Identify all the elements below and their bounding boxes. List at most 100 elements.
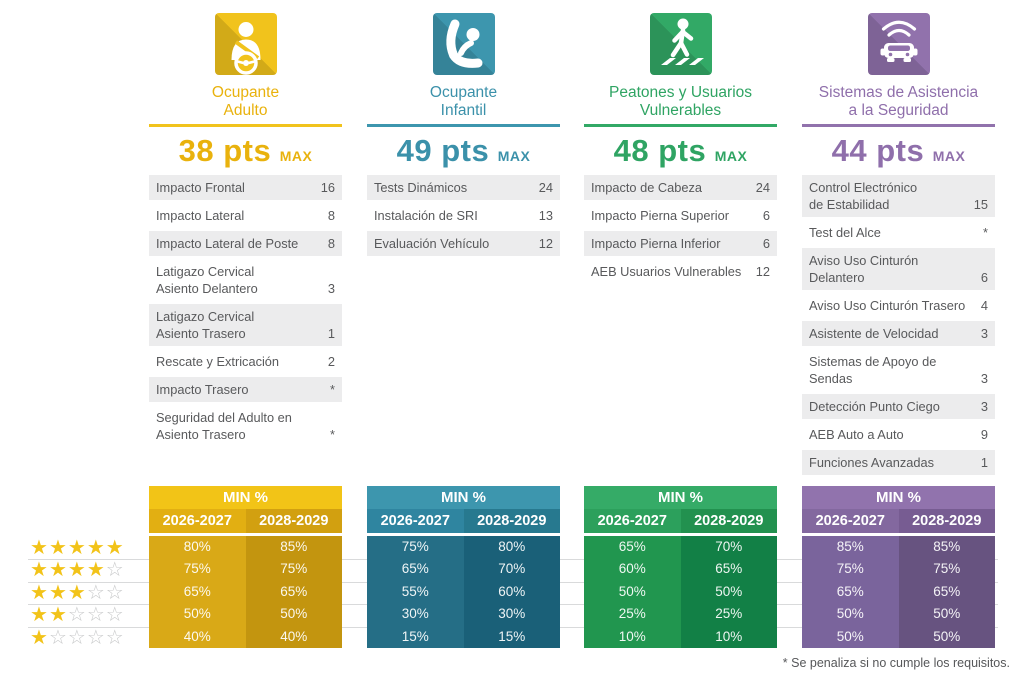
test-item-points: 1 <box>327 326 335 341</box>
min-percent-period1-cell: 60% <box>584 558 681 581</box>
min-percent-period1-cell: 25% <box>584 603 681 626</box>
test-item-label: AEB Auto a Auto <box>809 427 904 442</box>
star-rating-legend: ★★★★★ ★★★★☆ ★★★☆☆ ★★☆☆☆ ★☆☆☆☆ <box>30 537 145 649</box>
star-empty-icon: ☆ <box>86 604 106 627</box>
test-item-points: 13 <box>538 208 553 223</box>
category-title-line1: Ocupante <box>429 84 498 101</box>
star-empty-icon: ☆ <box>105 626 125 649</box>
test-item-points: 1 <box>980 455 988 470</box>
test-item: Funciones Avanzadas 1 <box>802 450 995 475</box>
test-item: Latigazo Cervical Asiento Trasero 1 <box>149 304 342 346</box>
test-item: Impacto Pierna Inferior 6 <box>584 231 777 256</box>
test-item-label: Tests Dinámicos <box>374 180 468 195</box>
period-1-header: 2026-2027 <box>584 509 681 533</box>
test-item-points: 3 <box>327 281 335 296</box>
max-points: 38 pts MAX <box>149 133 342 169</box>
min-percent-period2-cell: 70% <box>680 536 777 559</box>
star-filled-icon: ★ <box>30 559 49 582</box>
star-filled-icon: ★ <box>86 559 106 582</box>
test-item: Impacto Pierna Superior 6 <box>584 203 777 228</box>
min-percent-body: 85% 85% 75% 75% 65% 65% 50% 50% 50% 50% <box>802 536 995 648</box>
category-icon-tile <box>214 13 277 75</box>
test-item-points: 24 <box>755 180 770 195</box>
star-filled-icon: ★ <box>48 559 68 582</box>
safety-assist-icon <box>880 20 917 62</box>
min-percent-period2-cell: 25% <box>680 603 777 626</box>
min-percent-period2-cell: 85% <box>898 536 995 559</box>
min-percent-row: 50% 50% <box>802 603 995 626</box>
test-item: Seguridad del Adulto en Asiento Trasero … <box>149 405 342 447</box>
star-filled-icon: ★ <box>48 604 68 627</box>
category-column-pedestrians-vulnerable-users: Peatones y Usuarios Vulnerables 48 pts M… <box>584 0 777 683</box>
min-percent-period1-cell: 50% <box>149 603 246 626</box>
min-percent-period2-cell: 50% <box>898 625 995 648</box>
test-item: Impacto Trasero * <box>149 377 342 402</box>
category-column-child-occupant: Ocupante Infantil 49 pts MAX Tests Dinám… <box>367 0 560 683</box>
min-percent-period2-cell: 75% <box>898 558 995 581</box>
min-percent-period1-cell: 65% <box>149 580 246 604</box>
test-item-points: 2 <box>327 354 335 369</box>
min-percent-period2-cell: 50% <box>898 603 995 626</box>
min-percent-header: MIN % <box>149 486 342 509</box>
category-column-safety-assist: Sistemas de Asistencia a la Seguridad 44… <box>802 0 995 683</box>
test-item-points: 15 <box>973 197 988 212</box>
test-item: Impacto Lateral 8 <box>149 203 342 228</box>
test-item-points: 16 <box>320 180 335 195</box>
max-points-label: MAX <box>714 148 748 164</box>
test-item-label: Sistemas de Apoyo de Sendas <box>809 354 937 386</box>
category-icon-tile <box>432 13 495 75</box>
category-title: Peatones y Usuarios Vulnerables <box>584 84 777 120</box>
test-item-points: 12 <box>538 236 553 251</box>
star-row-5: ★★★★★ <box>30 537 145 559</box>
test-item-label: Impacto Lateral de Poste <box>156 236 299 251</box>
test-item: Impacto Lateral de Poste 8 <box>149 231 342 256</box>
category-icon-tile <box>649 13 712 75</box>
period-2-header: 2028-2029 <box>898 509 995 533</box>
min-percent-row: 25% 25% <box>584 603 777 626</box>
test-item-label: Impacto Lateral <box>156 208 245 223</box>
min-percent-period2-cell: 75% <box>245 558 342 581</box>
star-filled-icon: ★ <box>86 537 106 559</box>
min-percent-period1-cell: 80% <box>149 536 246 559</box>
test-item: Test del Alce * <box>802 220 995 245</box>
min-percent-row: 50% 50% <box>149 603 342 626</box>
min-percent-row: 65% 70% <box>584 536 777 559</box>
min-percent-row: 30% 30% <box>367 603 560 626</box>
star-filled-icon: ★ <box>67 537 87 559</box>
max-points-value: 48 pts <box>613 133 707 168</box>
test-item-label: Control Electrónico de Estabilidad <box>809 180 918 212</box>
category-title-line1: Peatones y Usuarios <box>608 84 753 101</box>
test-item: Sistemas de Apoyo de Sendas 3 <box>802 349 995 391</box>
max-points: 44 pts MAX <box>802 133 995 169</box>
test-item-points: 8 <box>327 208 335 223</box>
min-percent-body: 65% 70% 60% 65% 50% 50% 25% 25% 10% 10% <box>584 536 777 648</box>
min-percent-period1-cell: 75% <box>367 536 464 559</box>
test-item-label: Impacto Pierna Superior <box>591 208 729 223</box>
test-item-label: Evaluación Vehículo <box>374 236 490 251</box>
min-percent-row: 40% 40% <box>149 625 342 648</box>
min-percent-period2-cell: 65% <box>245 580 342 604</box>
star-empty-icon: ☆ <box>48 626 68 649</box>
test-item: Aviso Uso Cinturón Trasero 4 <box>802 293 995 318</box>
test-item: Asistente de Velocidad 3 <box>802 321 995 346</box>
period-1-header: 2026-2027 <box>802 509 899 533</box>
test-item: AEB Auto a Auto 9 <box>802 422 995 447</box>
category-title: Ocupante Infantil <box>367 84 560 120</box>
max-points-value: 49 pts <box>396 133 490 168</box>
min-percent-period1-cell: 65% <box>802 580 899 604</box>
star-row-2: ★★☆☆☆ <box>30 604 145 626</box>
test-item-points: * <box>983 225 988 240</box>
test-item: Impacto Frontal 16 <box>149 175 342 200</box>
test-list: Impacto de Cabeza 24 Impacto Pierna Supe… <box>584 175 777 287</box>
min-percent-row: 60% 65% <box>584 558 777 581</box>
min-percent-period2-cell: 85% <box>245 536 342 559</box>
star-filled-icon: ★ <box>67 559 87 582</box>
min-percent-period1-cell: 50% <box>802 603 899 626</box>
min-percent-period1-cell: 40% <box>149 625 246 648</box>
min-percent-period1-cell: 15% <box>367 625 464 648</box>
min-percent-body: 80% 85% 75% 75% 65% 65% 50% 50% 40% 40% <box>149 536 342 648</box>
max-points: 48 pts MAX <box>584 133 777 169</box>
min-percent-period2-cell: 10% <box>680 625 777 648</box>
test-item-points: 3 <box>980 399 988 414</box>
test-item-label: Detección Punto Ciego <box>809 399 940 414</box>
